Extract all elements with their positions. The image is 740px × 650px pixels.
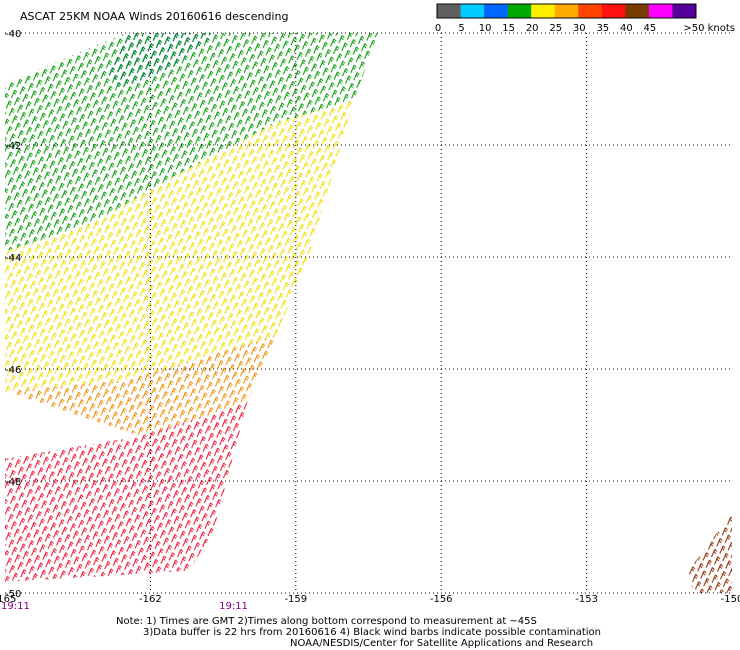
legend-tick-label: 10 xyxy=(479,23,492,34)
x-tick-label: -153 xyxy=(575,594,598,605)
wind-zone-20-25-knots xyxy=(5,100,354,392)
swath-1 xyxy=(5,33,379,582)
footnote-line: NOAA/NESDIS/Center for Satellite Applica… xyxy=(290,638,593,649)
legend-swatch xyxy=(578,4,603,18)
legend-swatch xyxy=(460,4,485,18)
x-tick-label: -150 xyxy=(721,594,740,605)
x-tick-label: -156 xyxy=(430,594,453,605)
wind-zone-25-30-knots xyxy=(5,335,277,437)
legend-tick-label: 45 xyxy=(644,23,657,34)
footnote-line: 3)Data buffer is 22 hrs from 20160616 4)… xyxy=(143,627,601,638)
legend-swatch xyxy=(601,4,626,18)
y-tick-label: -44 xyxy=(5,253,21,264)
legend-swatch xyxy=(648,4,673,18)
x-tick-label: -162 xyxy=(139,594,162,605)
swath-time-label: 19:11 xyxy=(219,601,248,612)
legend-tick-label: 35 xyxy=(596,23,609,34)
legend-swatch xyxy=(625,4,650,18)
legend-tick-label: 30 xyxy=(573,23,586,34)
wind-zone-35-40-knots xyxy=(688,514,732,593)
x-tick-label: -165 xyxy=(0,594,16,605)
legend-swatch xyxy=(484,4,508,18)
legend-tick-label: 15 xyxy=(502,23,515,34)
legend-tick-label: 0 xyxy=(435,23,441,34)
legend-tick-label: 5 xyxy=(458,23,464,34)
wind-zone-15-20-knots xyxy=(5,33,379,252)
legend-swatch xyxy=(437,4,461,18)
notes-layer: Note: 1) Times are GMT 2)Times along bot… xyxy=(116,616,601,649)
legend-swatch xyxy=(531,4,556,18)
y-tick-label: -40 xyxy=(5,29,21,40)
legend-swatch xyxy=(672,4,697,18)
swath-time-label: 19:11 xyxy=(1,601,30,612)
y-tick-label: -46 xyxy=(5,365,21,376)
y-tick-label: -42 xyxy=(5,141,21,152)
x-tick-label: -159 xyxy=(284,594,307,605)
legend-frame xyxy=(436,3,697,19)
y-tick-label: -48 xyxy=(5,477,21,488)
wind-speed-legend: 0 5 10 15 20 25 30 35 40 45 >50 knots xyxy=(435,3,735,34)
wind-zone-30-35-knots xyxy=(5,402,248,582)
legend-swatch xyxy=(554,4,579,18)
legend-tick-label: 20 xyxy=(526,23,539,34)
footnote-line: Note: 1) Times are GMT 2)Times along bot… xyxy=(116,616,537,627)
y-tick-label: -50 xyxy=(5,589,21,600)
grid-layer xyxy=(5,32,732,594)
legend-tick-label: 25 xyxy=(549,23,562,34)
axis-layer: -165 -162 -159 -156 -153 -150 -40 -42 -44 -46 -48 -… xyxy=(0,29,740,612)
swath-layer xyxy=(5,33,732,593)
legend-swatch xyxy=(507,4,532,18)
chart-title: ASCAT 25KM NOAA Winds 20160616 descendin… xyxy=(20,10,288,23)
swath-2 xyxy=(688,514,732,593)
legend-unit-label: >50 knots xyxy=(683,23,735,34)
legend-tick-label: 40 xyxy=(620,23,633,34)
